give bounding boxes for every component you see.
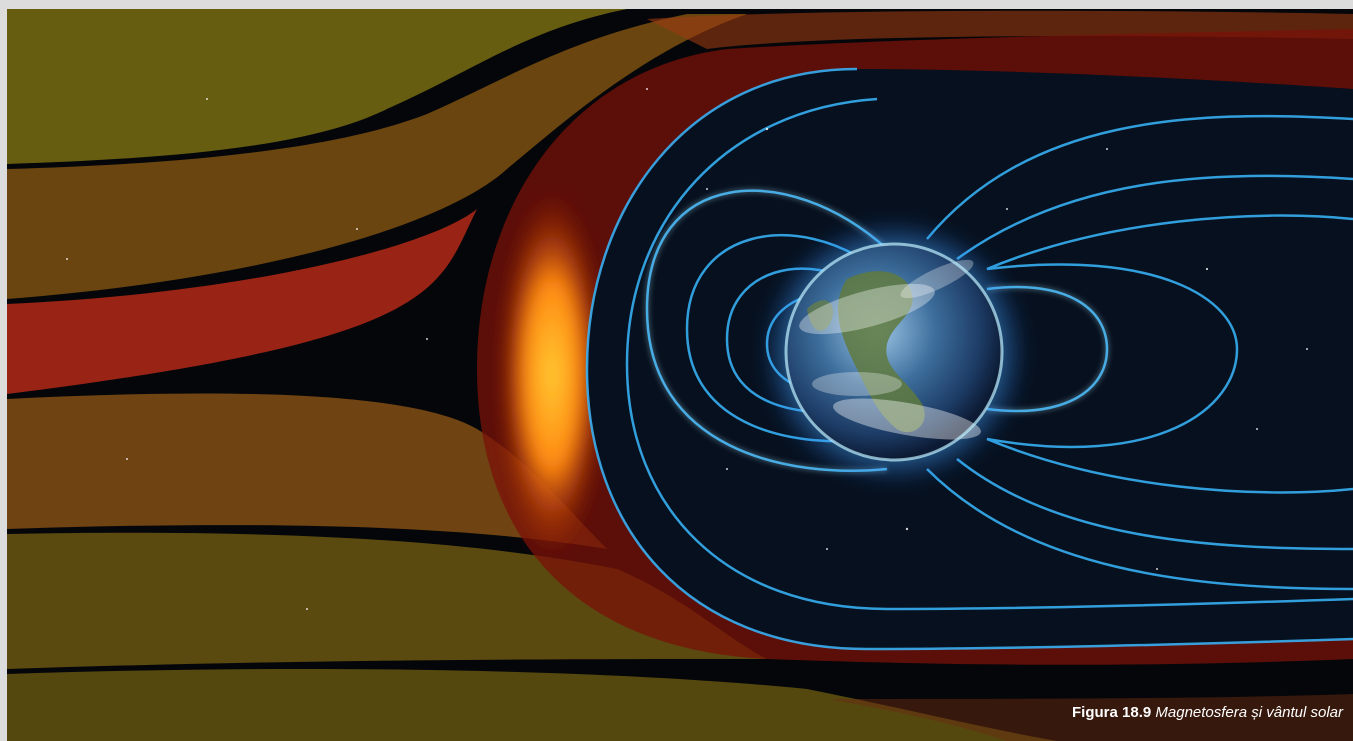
figure-caption-text: Magnetosfera și vântul solar: [1155, 704, 1343, 721]
stars: [66, 88, 1308, 610]
earth: [759, 217, 1029, 487]
bow-shock: [497, 189, 607, 559]
figure-caption: Figura 18.9 Magnetosfera și vântul solar: [1072, 704, 1343, 721]
figure-label: Figura 18.9: [1072, 704, 1152, 721]
magnetic-field-lines: [585, 67, 1353, 651]
magnetosphere-illustration: [7, 9, 1353, 741]
magnetosphere-figure: Figura 18.9 Magnetosfera și vântul solar: [7, 9, 1353, 741]
